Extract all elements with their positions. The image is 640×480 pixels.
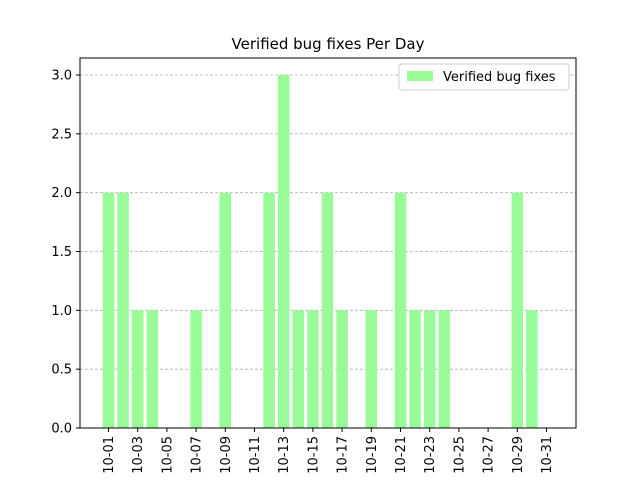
x-tick-label: 10-25 [452,436,467,474]
x-tick-label: 10-21 [394,436,409,474]
x-axis: 10-01 10-03 10-05 10-07 10-09 10-11 10-13 10-15… [102,428,555,474]
plot-frame [79,57,577,429]
y-tick-label: 0.5 [51,363,72,378]
legend-swatch [407,71,433,81]
bar [423,310,436,428]
bar [277,75,290,428]
bar [511,192,524,428]
y-tick-label: 1.0 [51,304,72,319]
bar [321,192,334,428]
x-tick-label: 10-17 [336,436,351,474]
x-tick-label: 10-01 [102,436,117,474]
y-axis: 0.0 0.5 1.0 1.5 2.0 2.5 3.0 [51,69,80,437]
x-tick-label: 10-11 [248,436,263,474]
x-tick-label: 10-09 [219,436,234,474]
x-tick-label: 10-19 [365,436,380,474]
bar [526,310,538,428]
bar [117,192,129,428]
bar [131,310,144,428]
bar [394,192,407,428]
legend: Verified bug fixes [398,63,570,91]
y-tick-label: 2.5 [51,127,72,142]
y-tick-label: 2.0 [51,186,72,201]
bar [438,310,451,428]
x-tick-label: 10-27 [482,436,497,474]
legend-label: Verified bug fixes [443,70,556,85]
bar [292,310,305,428]
bar [190,310,202,428]
x-tick-label: 10-07 [190,436,205,474]
x-tick-label: 10-05 [160,436,175,474]
bar [219,192,232,428]
y-tick-label: 3.0 [51,69,72,84]
bar [365,310,378,428]
x-tick-label: 10-31 [540,436,555,474]
bar [263,192,275,428]
x-tick-label: 10-13 [277,436,292,474]
bar [336,310,348,428]
x-tick-label: 10-23 [423,436,438,474]
x-tick-label: 10-29 [511,436,526,474]
y-tick-label: 1.5 [51,245,72,260]
bar [146,310,159,428]
y-tick-label: 0.0 [51,422,72,437]
x-tick-label: 10-03 [131,436,146,474]
legend-box [398,63,570,91]
chart-title: Verified bug fixes Per Day [232,35,425,53]
x-tick-label: 10-15 [306,436,321,474]
bars [102,75,538,428]
bar [102,192,115,428]
bar [409,310,421,428]
bar [307,310,319,428]
